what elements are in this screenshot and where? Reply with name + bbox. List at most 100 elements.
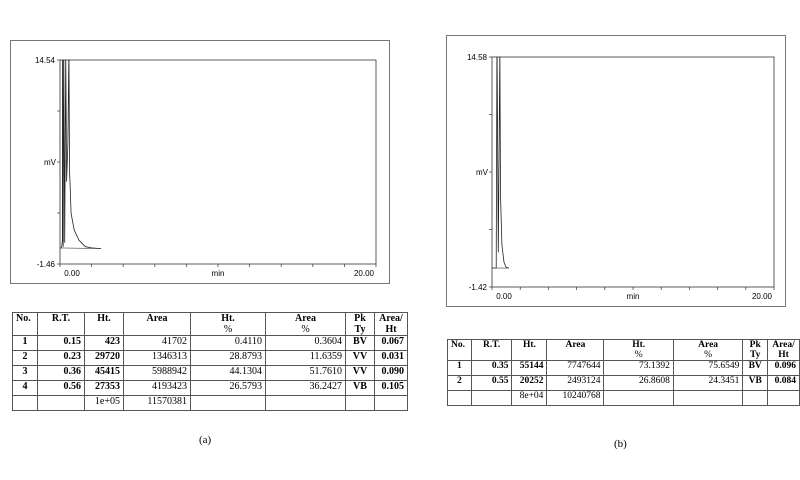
header-area-ht-2: Ht: [385, 324, 397, 335]
table-b-cell: VB: [742, 375, 769, 391]
chart-a-y-min-label: -1.46: [37, 260, 56, 269]
table-b-cell: 2493124: [546, 375, 605, 391]
table-a-cell: 0.031: [374, 350, 408, 366]
table-b-row: 2 0.55 20252 2493124 26.8608 24.3451 VB 0.084: [447, 375, 800, 391]
chart-a-x-min-label: 0.00: [64, 269, 80, 278]
header-ty: Ty: [750, 350, 761, 360]
table-b-cell: [742, 390, 769, 406]
header-area-ht-2: Ht: [778, 350, 789, 360]
chart-b-y-axis-label: mV: [476, 168, 489, 177]
table-a-cell: [37, 395, 85, 411]
table-b-row: 1 0.35 55144 7747644 73.1392 75.6549 BV 0.096: [447, 360, 800, 376]
header-area-pct: Area: [295, 313, 316, 324]
table-a-cell: 1e+05: [84, 395, 124, 411]
table-a-cell: 0.4110: [190, 335, 266, 351]
header-ht-pct: Ht.: [221, 313, 235, 324]
peak-table-b: No. R.T. Ht. Area Ht.% Area% Pk Ty Area/H…: [447, 339, 800, 406]
chart-a-plot-area: [59, 59, 377, 265]
table-a-cell: 0.090: [374, 365, 408, 381]
table-a-cell: 0.067: [374, 335, 408, 351]
table-a-cell: 28.8793: [190, 350, 266, 366]
table-b-cell: 75.6549: [672, 360, 744, 376]
table-b-header-cell: Ht.%: [603, 339, 674, 361]
table-b-cell: 73.1392: [603, 360, 674, 376]
chart-b-x-max-label: 20.00: [752, 292, 773, 301]
table-b-cell: 0.096: [767, 360, 800, 376]
table-a-header-cell: Area: [123, 312, 191, 336]
header-ht-pct-unit: %: [634, 350, 643, 360]
table-a-cell: 26.5793: [190, 380, 266, 396]
table-a-cell: 45415: [84, 365, 124, 381]
header-no: No.: [451, 340, 465, 350]
header-pk: Pk: [749, 340, 761, 350]
table-b-cell: [767, 390, 800, 406]
peak-table-a: No. R.T. Ht. Area Ht.% Area% Pk Ty Area/H…: [12, 312, 408, 411]
table-b-header-cell: Area: [546, 339, 605, 361]
table-a-cell: VV: [345, 365, 375, 381]
header-ty: Ty: [354, 324, 366, 335]
table-a-cell: [12, 395, 38, 411]
header-area-ht: Area/: [772, 340, 795, 350]
table-a-totals-row: 1e+05 11570381: [12, 395, 408, 411]
table-b-cell: [470, 390, 513, 406]
chart-b-outer-frame: [446, 35, 786, 307]
table-a-cell: 1346313: [123, 350, 191, 366]
table-b-cell: 1: [447, 360, 472, 376]
table-a-header-row: No. R.T. Ht. Area Ht.% Area% Pk Ty Area/H…: [12, 312, 408, 336]
table-a-header-cell: Ht.%: [190, 312, 266, 336]
table-a-cell: 36.2427: [265, 380, 346, 396]
table-b-cell: 26.8608: [603, 375, 674, 391]
table-a-header-cell: Area%: [265, 312, 346, 336]
table-b-header-cell: Ht.: [511, 339, 548, 361]
chromatogram-b: 14.58 -1.42 mV 0.00 20.00 min: [446, 35, 786, 307]
table-b-header-cell: No.: [447, 339, 472, 361]
table-b-cell: 24.3451: [672, 375, 744, 391]
header-ht: Ht.: [522, 340, 536, 350]
table-b-cell: 0.084: [767, 375, 800, 391]
table-a-cell: 4: [12, 380, 38, 396]
table-a-cell: 0.105: [374, 380, 408, 396]
table-a-cell: 41702: [123, 335, 191, 351]
table-a-cell: [374, 395, 408, 411]
chart-b-y-min-label: -1.42: [469, 283, 488, 292]
table-a-cell: 51.7610: [265, 365, 346, 381]
table-a-cell: [265, 395, 346, 411]
header-area-pct-unit: %: [301, 324, 310, 335]
chromatogram-a-svg: 14.54 -1.46 mV 0.00 20.00 min: [10, 40, 390, 284]
table-b-cell: 10240768: [546, 390, 605, 406]
table-b-header-cell: Area%: [672, 339, 744, 361]
table-a-cell: 0.56: [37, 380, 85, 396]
table-b-cell: 7747644: [546, 360, 605, 376]
table-a-cell: VV: [345, 350, 375, 366]
table-a-cell: 4193423: [123, 380, 191, 396]
table-a-cell: 44.1304: [190, 365, 266, 381]
table-b-header-cell: Area/Ht: [767, 339, 800, 361]
header-pk: Pk: [354, 313, 366, 324]
header-ht: Ht.: [97, 313, 111, 324]
chart-b-x-min-label: 0.00: [496, 292, 512, 301]
table-a-cell: [190, 395, 266, 411]
table-a-cell: [345, 395, 375, 411]
header-area: Area: [146, 313, 168, 324]
table-a-row: 4 0.56 27353 4193423 26.5793 36.2427 VB 0.105: [12, 380, 408, 396]
table-b-cell: [603, 390, 674, 406]
table-a-cell: 423: [84, 335, 124, 351]
chart-b-trace-line: [492, 56, 509, 269]
table-a-header-cell: No.: [12, 312, 38, 336]
table-a-cell: BV: [345, 335, 375, 351]
table-b-cell: 0.35: [470, 360, 513, 376]
table-b-cell: 8e+04: [511, 390, 548, 406]
chart-b-x-axis-label: min: [627, 292, 640, 301]
chart-a-x-axis-label: min: [212, 269, 225, 278]
table-a-header-cell: Ht.: [84, 312, 124, 336]
table-b-cell: 20252: [511, 375, 548, 391]
table-a-cell: 0.3604: [265, 335, 346, 351]
header-area-pct-unit: %: [704, 350, 713, 360]
table-a-cell: 27353: [84, 380, 124, 396]
chart-a-outer-frame: [10, 40, 390, 284]
chromatogram-b-svg: 14.58 -1.42 mV 0.00 20.00 min: [446, 35, 786, 307]
table-b-cell: [447, 390, 472, 406]
table-a-row: 1 0.15 423 41702 0.4110 0.3604 BV 0.067: [12, 335, 408, 351]
table-a-row: 2 0.23 29720 1346313 28.8793 11.6359 VV 0.031: [12, 350, 408, 366]
table-a-cell: 1: [12, 335, 38, 351]
